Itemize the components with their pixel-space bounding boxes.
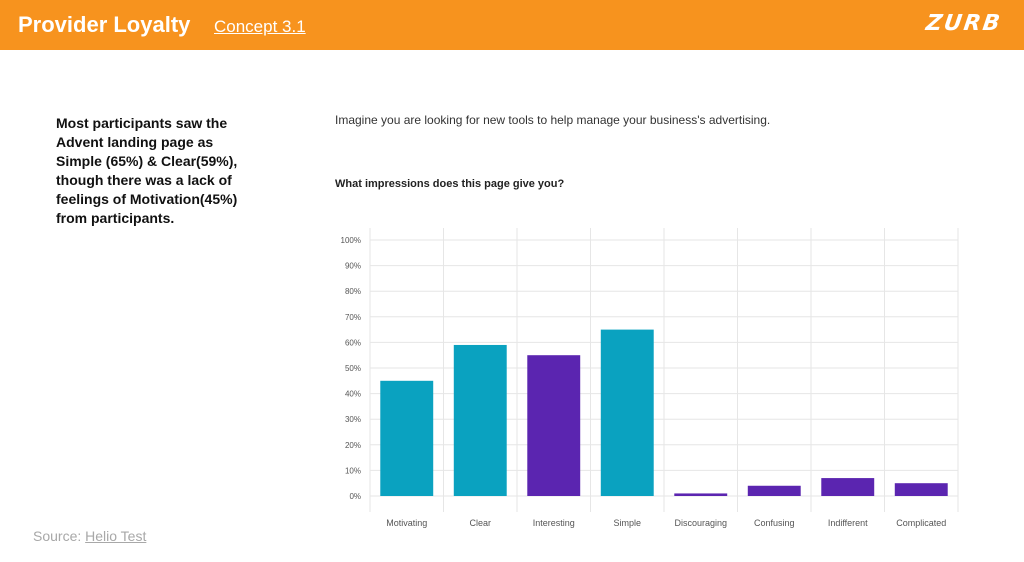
bar-interesting <box>527 355 581 496</box>
source-link[interactable]: Helio Test <box>85 528 147 544</box>
y-tick-label: 40% <box>345 390 361 399</box>
bar-confusing <box>747 485 801 496</box>
bar-indifferent <box>821 478 875 496</box>
x-category-label: Discouraging <box>674 518 727 528</box>
y-tick-label: 70% <box>345 313 361 322</box>
y-tick-label: 80% <box>345 287 361 296</box>
x-category-label: Confusing <box>754 518 795 528</box>
bar-simple <box>600 329 654 496</box>
y-tick-label: 90% <box>345 262 361 271</box>
y-tick-label: 30% <box>345 415 361 424</box>
x-category-label: Clear <box>469 518 491 528</box>
page-title: Provider Loyalty <box>18 12 191 37</box>
bar-discouraging <box>674 493 728 496</box>
y-tick-label: 0% <box>349 492 361 501</box>
x-category-label: Simple <box>613 518 641 528</box>
source-note: Source: Helio Test <box>33 528 146 544</box>
y-tick-label: 20% <box>345 441 361 450</box>
y-tick-label: 60% <box>345 338 361 347</box>
question-prompt: What impressions does this page give you… <box>335 178 565 190</box>
source-label: Source: <box>33 528 82 544</box>
bar-clear <box>453 344 507 496</box>
x-category-label: Indifferent <box>828 518 868 528</box>
summary-text: Most participants saw the Advent landing… <box>56 115 238 226</box>
x-category-label: Motivating <box>386 518 427 528</box>
x-category-label: Complicated <box>896 518 946 528</box>
x-category-label: Interesting <box>533 518 575 528</box>
y-tick-label: 10% <box>345 466 361 475</box>
y-tick-label: 50% <box>345 364 361 373</box>
y-tick-label: 100% <box>341 236 361 245</box>
bar-complicated <box>894 483 948 496</box>
concept-link[interactable]: Concept 3.1 <box>214 17 306 36</box>
question-intro: Imagine you are looking for new tools to… <box>335 113 771 127</box>
bar-motivating <box>380 380 434 496</box>
header-bar: Provider Loyalty Concept 3.1 ZURB <box>0 0 1024 50</box>
